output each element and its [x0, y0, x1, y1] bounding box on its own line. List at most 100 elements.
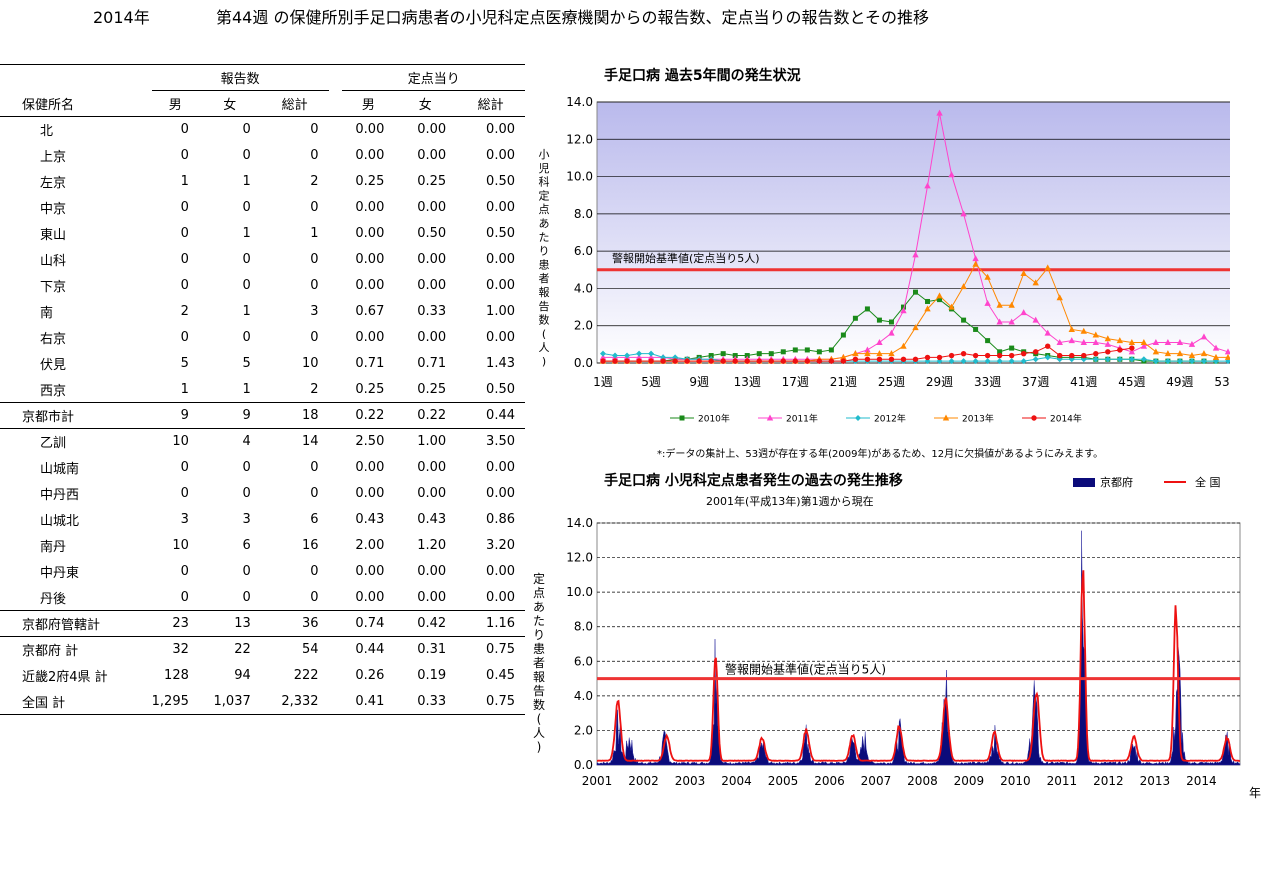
col-header-female: 女 — [223, 98, 237, 113]
column-gap — [329, 377, 343, 403]
per-site-total: 0.00 — [486, 122, 515, 138]
y-tick-label: 4.0 — [574, 689, 593, 703]
data-point — [624, 352, 631, 359]
male-count: 0 — [180, 486, 189, 501]
per-site-male: 0.67 — [355, 304, 385, 319]
station-name: 上京 — [40, 150, 67, 165]
table-row: 右京 0 0 0 0.00 0.00 0.00 — [0, 325, 525, 351]
y-tick-label: 2.0 — [574, 319, 593, 333]
per-site-total: 0.44 — [486, 408, 515, 423]
data-point — [960, 350, 967, 357]
data-point — [840, 358, 847, 364]
data-point — [948, 352, 955, 359]
station-name: 山科 — [40, 254, 67, 269]
data-point — [972, 352, 979, 359]
x-tick-label: 2014 — [1186, 774, 1217, 788]
per-site-male: 0.00 — [355, 589, 385, 605]
station-name: 京都府 計 — [22, 644, 79, 660]
per-site-male: 0.41 — [355, 693, 385, 709]
female-count: 13 — [234, 616, 251, 631]
report-year: 2014年 — [93, 8, 150, 27]
data-point — [912, 356, 919, 362]
legend-label: 2010年 — [698, 413, 730, 425]
column-gap — [329, 611, 343, 637]
total-count: 6 — [310, 512, 319, 527]
per-site-male: 0.44 — [355, 642, 385, 658]
x-tick-label: 13週 — [734, 375, 761, 389]
data-point — [1116, 356, 1123, 363]
column-gap — [329, 117, 343, 143]
x-tick-label: 21週 — [830, 375, 857, 389]
legend-swatch-kyoto — [1073, 478, 1095, 487]
table-row: 上京 0 0 0 0.00 0.00 0.00 — [0, 143, 525, 169]
female-count: 0 — [242, 148, 251, 163]
col-header-per-site-male: 男 — [361, 98, 375, 113]
page-header: 2014年 第44週 の保健所別手足口病患者の小児科定点医療機関からの報告数、定… — [0, 4, 1269, 27]
total-count: 14 — [302, 434, 319, 450]
y-axis-label-char: ) — [537, 740, 542, 754]
data-point — [1044, 329, 1051, 336]
per-site-female: 0.00 — [417, 200, 447, 215]
male-count: 0 — [180, 330, 189, 345]
y-tick-label: 0.0 — [574, 758, 593, 772]
total-count: 36 — [302, 616, 319, 631]
per-site-male: 0.00 — [355, 122, 385, 138]
data-point — [876, 356, 883, 362]
total-count: 0 — [310, 122, 319, 138]
data-point — [985, 338, 991, 344]
per-site-total: 0.00 — [486, 278, 515, 293]
total-count: 2 — [310, 174, 319, 189]
table-row: 山城北 3 3 6 0.43 0.43 0.86 — [0, 507, 525, 533]
data-point — [900, 307, 907, 314]
total-count: 0 — [310, 564, 319, 579]
table-row: 北 0 0 0 0.00 0.00 0.00 — [0, 117, 525, 143]
data-point — [684, 358, 690, 364]
table-row: 山科 0 0 0 0.00 0.00 0.00 — [0, 247, 525, 273]
data-point — [768, 351, 774, 357]
per-site-female: 0.00 — [417, 460, 447, 475]
table-row: 乙訓 10 4 14 2.50 1.00 3.50 — [0, 429, 525, 455]
data-point — [647, 353, 655, 360]
y-axis-label-char: 定 — [539, 188, 550, 202]
data-point — [792, 358, 799, 364]
per-site-male: 0.74 — [355, 616, 385, 631]
column-gap — [329, 195, 343, 221]
y-axis-label-char: ( — [537, 712, 542, 726]
legend-label: 2013年 — [962, 413, 994, 425]
per-site-total: 0.00 — [486, 589, 515, 605]
per-site-total: 1.16 — [486, 616, 515, 631]
data-point — [792, 347, 798, 353]
data-point — [732, 353, 738, 359]
per-site-male: 0.00 — [355, 200, 385, 215]
column-gap — [329, 455, 343, 481]
total-count: 54 — [302, 642, 319, 658]
x-tick-label: 2008 — [907, 774, 938, 788]
per-site-female: 0.31 — [417, 642, 447, 658]
data-point — [1008, 352, 1015, 359]
female-count: 0 — [242, 330, 251, 345]
data-point — [937, 297, 943, 303]
female-count: 0 — [242, 564, 251, 579]
male-count: 128 — [164, 668, 189, 683]
data-point — [732, 358, 738, 364]
data-point — [1044, 264, 1051, 271]
per-site-male: 0.43 — [355, 512, 385, 527]
y-tick-label: 10.0 — [566, 585, 593, 599]
col-header-male: 男 — [168, 98, 182, 113]
x-tick-label: 17週 — [782, 375, 809, 389]
data-point — [936, 109, 943, 116]
data-point — [708, 358, 714, 364]
data-point — [984, 273, 991, 280]
per-site-female: 0.00 — [417, 486, 447, 501]
total-count: 1 — [310, 226, 319, 241]
data-point — [888, 356, 895, 362]
y-axis-label-char: ) — [542, 355, 546, 368]
male-count: 0 — [180, 564, 189, 579]
per-site-total: 0.45 — [486, 668, 515, 683]
male-count: 23 — [172, 616, 189, 631]
data-point — [972, 255, 979, 262]
x-tick-label: 37週 — [1022, 375, 1049, 389]
data-point — [635, 353, 643, 360]
female-count: 6 — [242, 538, 251, 553]
per-site-female: 0.22 — [417, 408, 447, 423]
